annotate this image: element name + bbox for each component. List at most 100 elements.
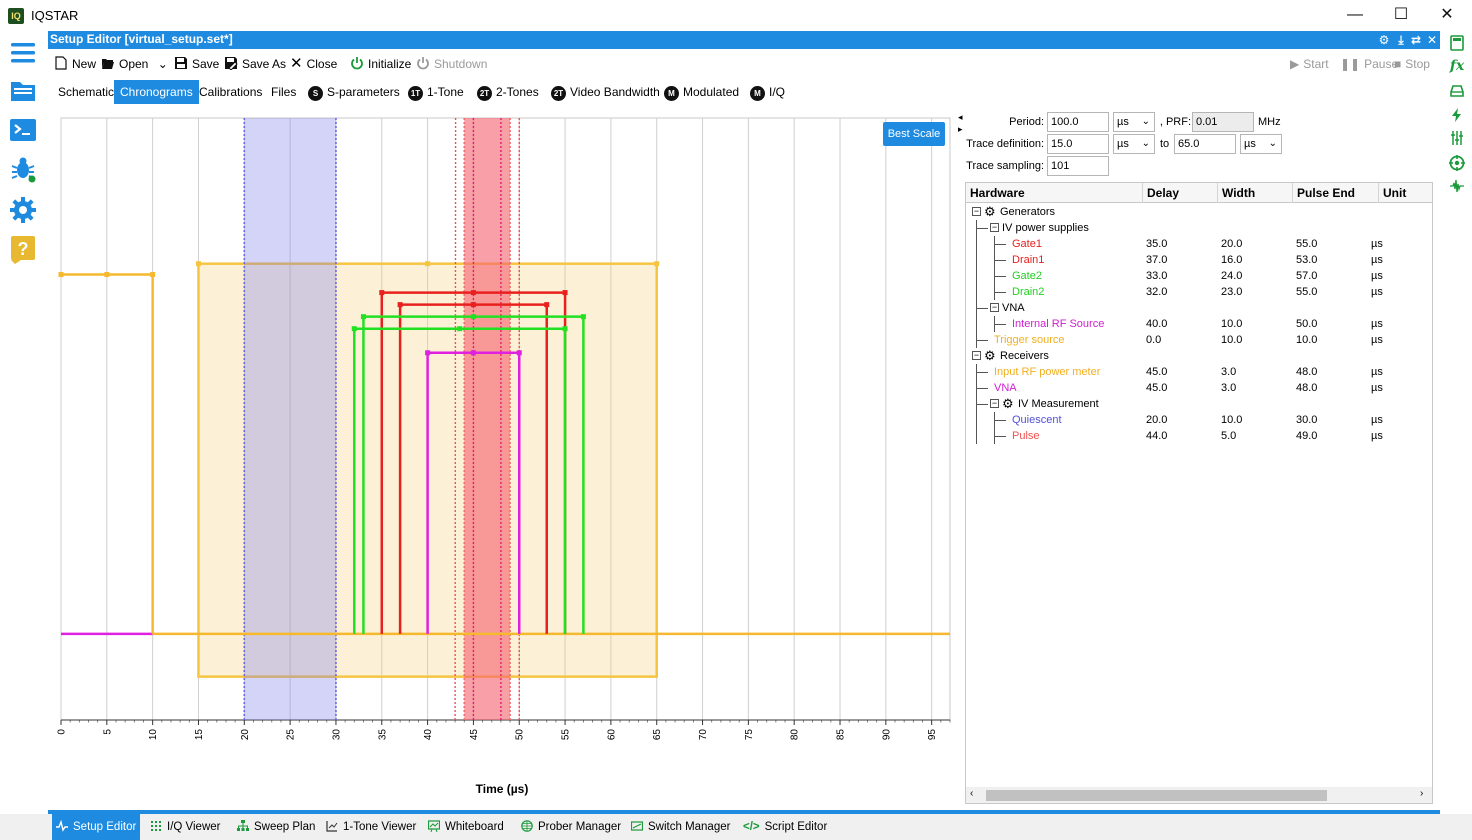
table-row[interactable]: Gate1 35.0 20.0 55.0 µs: [966, 236, 1432, 252]
bottom-tab-iq-viewer[interactable]: I/Q Viewer: [146, 814, 224, 840]
column-header-unit[interactable]: Unit: [1383, 186, 1407, 200]
bottom-tab-switch-manager[interactable]: Switch Manager: [627, 814, 734, 840]
open-dropdown-icon[interactable]: ⌄: [157, 57, 168, 71]
table-row[interactable]: Drain1 37.0 16.0 53.0 µs: [966, 252, 1432, 268]
editor-settings-icon[interactable]: ⚙: [1378, 33, 1390, 47]
terminal-icon[interactable]: [8, 115, 38, 145]
horizontal-scrollbar[interactable]: ‹ ›: [966, 787, 1432, 803]
target-icon[interactable]: [1449, 155, 1465, 171]
bottom-tab-whiteboard[interactable]: Whiteboard: [424, 814, 508, 840]
trace-sampling-input[interactable]: 101: [1047, 156, 1109, 176]
minimize-button[interactable]: —: [1347, 6, 1363, 23]
maximize-button[interactable]: ☐: [1393, 6, 1409, 23]
table-row[interactable]: Gate2 33.0 24.0 57.0 µs: [966, 268, 1432, 284]
tree-branch-line: [994, 244, 1006, 245]
debug-bug-icon[interactable]: [8, 154, 38, 184]
trace-to-unit-select[interactable]: µs ⌄: [1240, 134, 1282, 154]
column-header-width[interactable]: Width: [1218, 183, 1293, 203]
editor-pin-icon[interactable]: ⤓: [1398, 33, 1404, 47]
trace-window-handle: [195, 261, 201, 267]
save-as-button[interactable]: Save As: [224, 54, 286, 74]
table-row[interactable]: − ⚙ Generators: [966, 204, 1432, 220]
sliders-icon[interactable]: [1449, 130, 1465, 146]
table-row[interactable]: Pulse 44.0 5.0 49.0 µs: [966, 428, 1432, 444]
settings-gear-icon[interactable]: [8, 195, 38, 225]
hamburger-menu-icon[interactable]: [8, 38, 38, 68]
tab-modulated[interactable]: M Modulated: [658, 80, 745, 104]
editor-swap-icon[interactable]: ⇄: [1410, 33, 1422, 47]
stop-button[interactable]: ■ Stop: [1394, 54, 1430, 74]
tab-video-bandwidth[interactable]: 2T Video Bandwidth: [545, 80, 666, 104]
tab-chronograms[interactable]: Chronograms: [114, 80, 199, 104]
trace-to-input[interactable]: 65.0: [1174, 134, 1236, 154]
table-row[interactable]: Internal RF Source 40.0 10.0 50.0 µs: [966, 316, 1432, 332]
drive-icon[interactable]: [1449, 83, 1465, 99]
tab-files[interactable]: Files: [271, 85, 297, 99]
period-input[interactable]: 100.0: [1047, 112, 1109, 132]
collapse-toggle-icon[interactable]: −: [972, 350, 981, 360]
x-axis-label: Time (µs): [475, 782, 529, 796]
close-window-button[interactable]: ✕: [1440, 6, 1454, 23]
column-header-hardware[interactable]: Hardware: [966, 183, 1143, 203]
collapse-toggle-icon[interactable]: −: [990, 398, 999, 408]
best-scale-button[interactable]: Best Scale: [883, 122, 945, 146]
scrollbar-thumb[interactable]: [986, 790, 1327, 801]
waveform-icon[interactable]: [1449, 178, 1465, 194]
trace-from-unit-select[interactable]: µs ⌄: [1113, 134, 1155, 154]
tab-1-tone[interactable]: 1T 1-Tone: [402, 80, 470, 104]
trace-definition-label: Trace definition:: [966, 138, 1044, 150]
column-header-delay[interactable]: Delay: [1143, 183, 1218, 203]
scroll-right-icon[interactable]: ›: [1420, 788, 1424, 799]
column-header-pulse-end[interactable]: Pulse End: [1293, 183, 1379, 203]
table-row[interactable]: − IV power supplies: [966, 220, 1432, 236]
pause-button[interactable]: ❚❚ Pause: [1340, 54, 1398, 74]
new-button[interactable]: New: [54, 54, 96, 74]
table-row[interactable]: − ⚙ IV Measurement: [966, 396, 1432, 412]
calculator-icon[interactable]: [1449, 35, 1465, 51]
function-fx-icon[interactable]: fx: [1449, 58, 1465, 74]
open-button[interactable]: Open ⌄: [101, 54, 168, 74]
collapse-toggle-icon[interactable]: −: [990, 302, 999, 312]
tab-schematic[interactable]: Schematic: [58, 85, 115, 99]
save-button[interactable]: Save: [174, 54, 219, 74]
tab-iq[interactable]: M I/Q: [744, 80, 791, 104]
collapse-left-arrow-icon[interactable]: ◂: [958, 112, 963, 122]
cell-end: 55.0: [1296, 238, 1318, 250]
folder-icon[interactable]: [8, 76, 38, 106]
table-row[interactable]: VNA 45.0 3.0 48.0 µs: [966, 380, 1432, 396]
table-row[interactable]: − VNA: [966, 300, 1432, 316]
prf-input[interactable]: 0.01: [1192, 112, 1254, 132]
table-row[interactable]: Drain2 32.0 23.0 55.0 µs: [966, 284, 1432, 300]
start-button[interactable]: ▶ Start: [1290, 54, 1329, 74]
bottom-tab-setup-editor[interactable]: Setup Editor: [52, 814, 141, 840]
table-row[interactable]: Input RF power meter 45.0 3.0 48.0 µs: [966, 364, 1432, 380]
editor-close-icon[interactable]: ✕: [1426, 33, 1438, 47]
shutdown-button[interactable]: Shutdown: [416, 54, 487, 74]
cell-unit: µs: [1371, 318, 1383, 330]
table-row[interactable]: Quiescent 20.0 10.0 30.0 µs: [966, 412, 1432, 428]
bottom-tab-1-tone-viewer[interactable]: 1-Tone Viewer: [322, 814, 420, 840]
lightning-icon[interactable]: [1449, 107, 1465, 123]
tab-2-tones[interactable]: 2T 2-Tones: [471, 80, 545, 104]
initialize-button[interactable]: Initialize: [350, 54, 411, 74]
table-row[interactable]: − ⚙ Receivers: [966, 348, 1432, 364]
help-icon[interactable]: ?: [8, 234, 38, 264]
x-tick-label: 30: [331, 729, 342, 741]
tab-calibrations[interactable]: Calibrations: [199, 85, 263, 99]
cell-unit: µs: [1371, 270, 1383, 282]
scroll-left-icon[interactable]: ‹: [970, 788, 974, 799]
bottom-tab-sweep-plan[interactable]: Sweep Plan: [233, 814, 319, 840]
tab-s-parameters[interactable]: S S-parameters: [302, 80, 406, 104]
bottom-tab-prober-manager[interactable]: Prober Manager: [517, 814, 625, 840]
collapse-toggle-icon[interactable]: −: [990, 222, 999, 232]
pulse-handle: [457, 326, 463, 332]
gear-icon: ⚙: [984, 204, 996, 219]
close-button[interactable]: ✕ Close: [290, 54, 337, 74]
pulse-handle: [150, 272, 156, 278]
collapse-right-arrow-icon[interactable]: ▸: [958, 124, 963, 134]
period-unit-select[interactable]: µs ⌄: [1113, 112, 1155, 132]
trace-from-input[interactable]: 15.0: [1047, 134, 1109, 154]
table-row[interactable]: Trigger source 0.0 10.0 10.0 µs: [966, 332, 1432, 348]
collapse-toggle-icon[interactable]: −: [972, 206, 981, 216]
bottom-tab-script-editor[interactable]: </> Script Editor: [739, 814, 831, 840]
